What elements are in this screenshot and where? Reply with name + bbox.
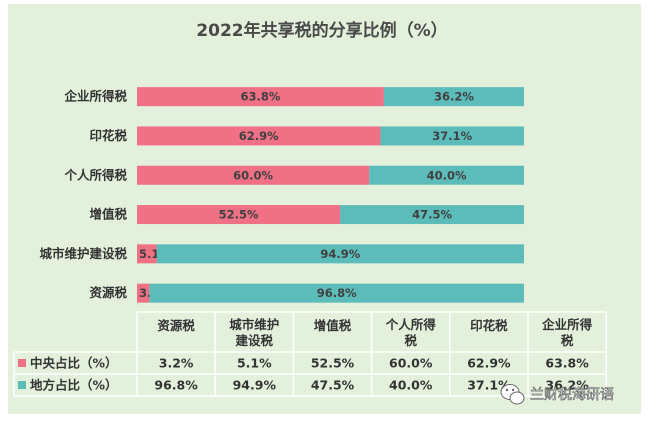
bar-local (149, 283, 524, 303)
bar-central (137, 87, 384, 107)
plot-area: 63.8% 36.2% 62.9% 37.1% 60.0% 40.0% 52.5% 47.5%… (137, 87, 524, 303)
table-cell: 94.9% (233, 378, 277, 393)
category-label: 资源税 (89, 285, 127, 300)
data-label: 62.9% (239, 129, 279, 143)
table-cell: 3.2% (159, 356, 194, 371)
table-column-header: 资源税 (157, 318, 195, 333)
data-label: 40.0% (427, 168, 467, 182)
bar-central (137, 126, 381, 146)
table-cell: 63.8% (545, 356, 589, 371)
table-column-header: 税 (404, 333, 417, 348)
table-cell: 52.5% (311, 356, 355, 371)
watermark-text: 兰财税海研语 (530, 387, 614, 403)
legend-label: 中央占比（%） (30, 356, 118, 371)
data-label: 96.8% (317, 286, 357, 300)
table-cell: 36.2% (545, 378, 589, 393)
table-cell: 40.0% (389, 378, 433, 393)
bar-local (340, 205, 524, 225)
data-label: 37.1% (432, 129, 472, 143)
data-label: 94.9% (320, 247, 360, 261)
bar-local (383, 87, 524, 107)
data-label: 52.5% (219, 208, 259, 222)
table-column-header: 税 (561, 333, 574, 348)
legend-swatch (18, 359, 26, 367)
legend-label: 地方占比（%） (30, 378, 118, 393)
table-column-header: 印花税 (470, 318, 508, 333)
category-label: 个人所得税 (63, 167, 127, 182)
table-column-header: 建设税 (236, 333, 274, 348)
bar-central (137, 283, 150, 303)
table-cell: 60.0% (389, 356, 433, 371)
bar-local (369, 165, 524, 185)
legend-swatch (18, 381, 26, 389)
table-cell: 37.1% (467, 378, 511, 393)
bar-central (137, 165, 370, 185)
table-cell: 47.5% (311, 378, 355, 393)
bar-local (156, 244, 524, 264)
watermark: 兰财税海研语 (500, 384, 614, 405)
table-cell: 5.1% (237, 356, 272, 371)
table-column-header: 企业所得 (541, 317, 593, 332)
category-label: 印花税 (89, 128, 127, 143)
category-label: 城市维护建设税 (39, 246, 127, 261)
wechat-icon (500, 384, 525, 405)
table-cell: 96.8% (154, 378, 198, 393)
table-column-header: 城市维护 (229, 317, 279, 332)
table-column-header: 增值税 (314, 318, 352, 333)
table-cell: 62.9% (467, 356, 511, 371)
bar-central (137, 244, 157, 264)
category-label: 企业所得税 (63, 89, 127, 104)
data-label: 36.2% (434, 90, 474, 104)
bar-local (380, 126, 524, 146)
chart-title: 2022年共享税的分享比例（%） (196, 20, 447, 41)
data-label: 47.5% (412, 208, 452, 222)
data-label: 63.8% (240, 90, 280, 104)
category-label: 增值税 (89, 207, 127, 222)
bar-central (137, 205, 341, 225)
table-column-header: 个人所得 (385, 317, 437, 332)
data-label: 60.0% (233, 168, 273, 182)
